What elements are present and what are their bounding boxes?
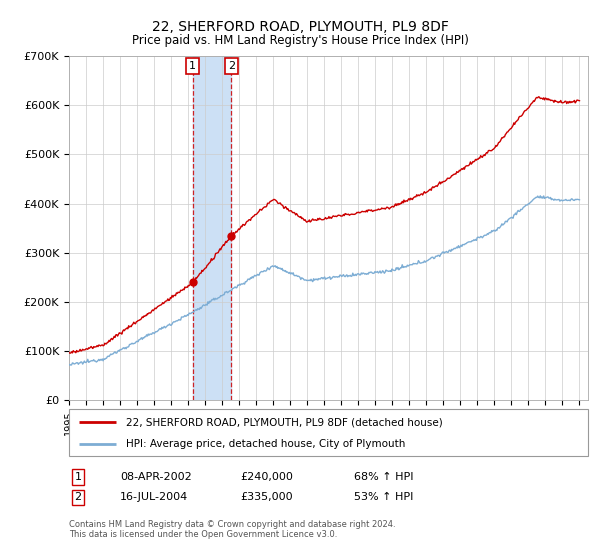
Text: 68% ↑ HPI: 68% ↑ HPI xyxy=(354,472,413,482)
Text: Price paid vs. HM Land Registry's House Price Index (HPI): Price paid vs. HM Land Registry's House … xyxy=(131,34,469,46)
Text: Contains HM Land Registry data © Crown copyright and database right 2024.
This d: Contains HM Land Registry data © Crown c… xyxy=(69,520,395,539)
Text: £240,000: £240,000 xyxy=(240,472,293,482)
Text: 16-JUL-2004: 16-JUL-2004 xyxy=(120,492,188,502)
Bar xyxy=(193,56,232,400)
Text: 2: 2 xyxy=(74,492,82,502)
Text: 1: 1 xyxy=(74,472,82,482)
Text: £335,000: £335,000 xyxy=(240,492,293,502)
Text: HPI: Average price, detached house, City of Plymouth: HPI: Average price, detached house, City… xyxy=(126,439,406,449)
Text: 22, SHERFORD ROAD, PLYMOUTH, PL9 8DF (detached house): 22, SHERFORD ROAD, PLYMOUTH, PL9 8DF (de… xyxy=(126,417,443,427)
Text: 2: 2 xyxy=(228,61,235,71)
Text: 22, SHERFORD ROAD, PLYMOUTH, PL9 8DF: 22, SHERFORD ROAD, PLYMOUTH, PL9 8DF xyxy=(152,20,448,34)
Text: 1: 1 xyxy=(189,61,196,71)
FancyBboxPatch shape xyxy=(69,409,588,456)
Text: 08-APR-2002: 08-APR-2002 xyxy=(120,472,192,482)
Text: 53% ↑ HPI: 53% ↑ HPI xyxy=(354,492,413,502)
